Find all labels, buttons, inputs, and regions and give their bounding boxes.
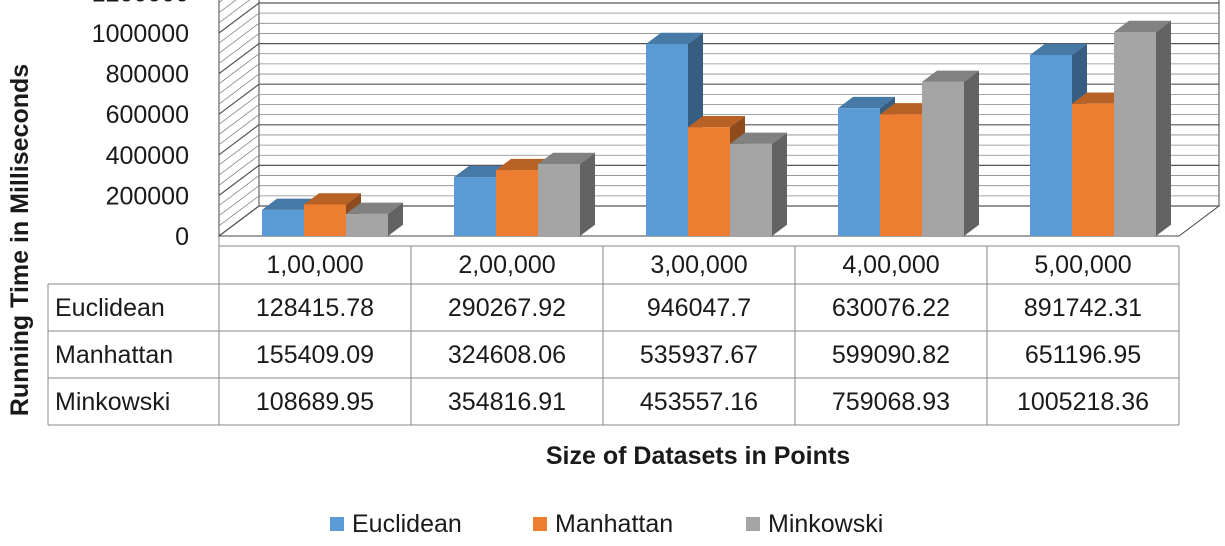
major-gridline bbox=[218, 2, 1219, 34]
legend-label: Minkowski bbox=[768, 510, 883, 538]
data-label: 535937.67 bbox=[640, 341, 758, 369]
bar bbox=[496, 170, 538, 236]
minor-gridline bbox=[218, 0, 251, 24]
x-tick-label: 4,00,000 bbox=[842, 251, 939, 279]
table-series-name: Manhattan bbox=[55, 341, 173, 369]
bar bbox=[922, 81, 964, 237]
bar-top bbox=[838, 96, 895, 109]
bar bbox=[454, 177, 496, 236]
x-tick-label: 1,00,000 bbox=[266, 251, 363, 279]
table-series-name: Minkowski bbox=[55, 388, 170, 416]
bar bbox=[880, 114, 922, 236]
bar-side bbox=[580, 152, 595, 236]
bar bbox=[538, 163, 580, 236]
data-label: 324608.06 bbox=[448, 341, 566, 369]
y-tick-label: 0 bbox=[175, 223, 189, 251]
bar bbox=[838, 108, 880, 236]
data-label: 128415.78 bbox=[256, 294, 374, 322]
data-label: 651196.95 bbox=[1025, 341, 1141, 369]
bar-side bbox=[772, 132, 787, 236]
table-series-name: Euclidean bbox=[55, 294, 165, 322]
data-label: 354816.91 bbox=[448, 388, 566, 416]
y-tick-label: 600000 bbox=[106, 101, 189, 129]
data-label: 290267.92 bbox=[448, 294, 566, 322]
bar bbox=[646, 43, 688, 236]
y-tick-label: 1200000 bbox=[92, 0, 189, 7]
data-label: 891742.31 bbox=[1024, 294, 1142, 322]
data-label: 108689.95 bbox=[256, 388, 374, 416]
x-tick-label: 3,00,000 bbox=[650, 251, 747, 279]
minor-gridline bbox=[218, 53, 1219, 85]
minor-gridline bbox=[218, 22, 1219, 54]
bar-top bbox=[1030, 43, 1087, 55]
legend-swatch bbox=[746, 517, 760, 531]
data-table: 1,00,000 2,00,000 3,00,000 4,00,000 5,00,000… bbox=[47, 236, 1180, 426]
minor-gridline bbox=[218, 33, 1219, 64]
major-gridline bbox=[218, 83, 1219, 115]
bar bbox=[262, 209, 304, 236]
legend-label: Manhattan bbox=[555, 510, 673, 538]
data-label: 155409.09 bbox=[256, 341, 374, 369]
minor-gridline bbox=[218, 93, 1219, 125]
bar-side bbox=[964, 70, 979, 237]
y-axis-label: Running Time in Milliseconds bbox=[6, 64, 34, 416]
bar-top bbox=[346, 202, 403, 214]
bar-top bbox=[1114, 20, 1171, 32]
bar-top bbox=[646, 32, 703, 44]
bar bbox=[1072, 103, 1114, 236]
legend: Euclidean Manhattan Minkowski bbox=[330, 510, 883, 538]
y-tick-label: 800000 bbox=[106, 61, 189, 89]
y-tick-label: 1000000 bbox=[92, 20, 189, 48]
bar-top bbox=[922, 70, 979, 82]
data-label: 630076.22 bbox=[832, 294, 950, 322]
bar bbox=[688, 127, 730, 236]
minor-gridline bbox=[218, 12, 1219, 44]
bar-top bbox=[688, 115, 745, 128]
data-label: 946047.7 bbox=[647, 294, 751, 322]
bar bbox=[304, 204, 346, 236]
major-gridline bbox=[218, 42, 1219, 75]
bar bbox=[730, 143, 772, 236]
bar-top bbox=[538, 152, 595, 164]
x-tick-label: 2,00,000 bbox=[458, 251, 555, 279]
y-tick-label: 400000 bbox=[106, 142, 189, 170]
legend-label: Euclidean bbox=[352, 510, 462, 538]
bars bbox=[262, 20, 1171, 237]
bar-side bbox=[388, 202, 403, 236]
bar bbox=[1030, 54, 1072, 236]
x-tick-label: 5,00,000 bbox=[1034, 251, 1131, 279]
data-label: 1005218.36 bbox=[1017, 388, 1149, 416]
legend-swatch bbox=[330, 517, 344, 531]
y-tick-label: 200000 bbox=[106, 182, 189, 210]
data-label: 453557.16 bbox=[640, 388, 758, 416]
bar-top bbox=[304, 193, 361, 205]
data-label: 759068.93 bbox=[832, 388, 950, 416]
minor-gridline bbox=[218, 63, 1219, 95]
legend-swatch bbox=[533, 517, 547, 531]
bar bbox=[346, 213, 388, 236]
x-axis-label: Size of Datasets in Points bbox=[546, 442, 850, 470]
bar bbox=[1114, 31, 1156, 236]
minor-gridline bbox=[218, 0, 237, 14]
minor-gridline bbox=[218, 73, 1219, 105]
bar-side bbox=[1156, 20, 1171, 236]
bar-top bbox=[730, 132, 787, 144]
data-label: 599090.82 bbox=[832, 341, 950, 369]
y-axis-ticks: 0 200000 400000 600000 800000 1000000 1200000 bbox=[92, 0, 189, 251]
